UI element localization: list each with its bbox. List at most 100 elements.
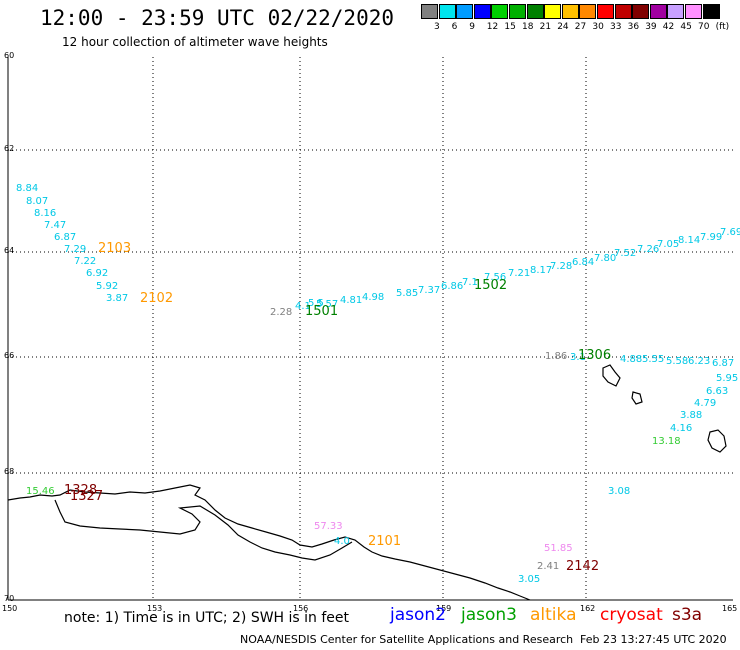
legend-label: 70 <box>698 22 710 32</box>
wave-height-label: 5.55 <box>642 354 664 365</box>
pass-time-label: 2102 <box>140 291 173 306</box>
wave-height-label: 13.18 <box>652 436 681 447</box>
wave-height-label: 5.5 <box>308 298 324 309</box>
legend-swatch <box>667 4 685 19</box>
latitude-label: 62 <box>4 144 15 153</box>
wave-height-label: 8.16 <box>34 208 56 219</box>
wave-height-label: 3.88 <box>680 410 702 421</box>
wave-height-label: 7.37 <box>418 285 440 296</box>
legend-label: 24 <box>557 22 569 32</box>
wave-height-label: 7.52 <box>614 248 636 259</box>
satellite-label-jason3: jason3 <box>461 605 517 625</box>
legend-label: 12 <box>486 22 499 32</box>
map-subtitle: 12 hour collection of altimeter wave hei… <box>62 35 328 49</box>
wave-height-label: 2.28 <box>270 307 292 318</box>
wave-height-label: 4.0 <box>334 536 350 547</box>
wave-height-label: 6.87 <box>54 232 76 243</box>
wave-height-label: 7.56 <box>484 272 506 283</box>
legend-label: 30 <box>592 22 604 32</box>
legend-swatch <box>632 4 650 19</box>
legend-label: (ft) <box>715 22 730 32</box>
longitude-label: 165 <box>722 604 738 613</box>
legend-label: 6 <box>451 22 458 32</box>
wave-height-label: 7.28 <box>550 261 572 272</box>
wave-height-label: 4.16 <box>670 423 692 434</box>
wave-height-label: 3.87 <box>106 293 128 304</box>
pass-time-label: 2101 <box>368 534 401 549</box>
legend-swatch <box>597 4 614 19</box>
wave-height-label: 5.58 <box>666 356 688 367</box>
legend-label: 18 <box>522 22 534 32</box>
map-frame <box>7 57 733 601</box>
wave-height-label: 4.98 <box>362 292 384 303</box>
wave-height-label: 6.86 <box>441 281 463 292</box>
wave-height-label: 7.80 <box>594 253 616 264</box>
wave-height-label: 6.23 <box>688 356 710 367</box>
wave-height-label: 7.26 <box>637 244 659 255</box>
wave-height-label: 2.41 <box>537 561 559 572</box>
wave-height-label: 6.63 <box>706 386 728 397</box>
wave-height-label: 57.33 <box>314 521 343 532</box>
pass-time-label: 1328 <box>64 483 97 498</box>
legend-swatch <box>526 4 544 19</box>
wave-height-label: 4.79 <box>694 398 716 409</box>
legend-label: 33 <box>610 22 622 32</box>
wave-height-label: 7.21 <box>508 268 530 279</box>
legend-label: 3 <box>434 22 440 32</box>
legend-label: 15 <box>504 22 516 32</box>
grid-lines <box>8 57 733 600</box>
wave-height-label: 6.84 <box>572 257 594 268</box>
wave-observations: 8.848.078.167.476.877.297.226.925.923.87… <box>16 183 740 585</box>
legend-swatch <box>702 4 720 19</box>
wave-height-label: 4.88 <box>620 354 642 365</box>
legend-label: 36 <box>627 22 640 32</box>
wave-height-label: 7.22 <box>74 256 96 267</box>
wave-height-label: 8.07 <box>26 196 48 207</box>
pass-time-label: 1502 <box>474 278 507 293</box>
pass-time-label: 2103 <box>98 241 131 256</box>
legend-swatch <box>491 4 509 19</box>
map-title: 12:00 - 23:59 UTC 02/22/2020 <box>40 6 395 30</box>
legend-label: 39 <box>645 22 657 32</box>
legend-swatch <box>473 4 491 19</box>
satellite-label-jason2: jason2 <box>390 605 446 625</box>
wave-height-label: 8.17 <box>530 265 552 276</box>
legend-label: 21 <box>539 22 552 32</box>
wave-height-label: 8.84 <box>16 183 38 194</box>
wave-height-label: 4.1 <box>295 301 311 312</box>
longitude-label: 150 <box>2 604 18 613</box>
satellite-label-altika: altika <box>530 605 577 625</box>
wave-height-label: 15.46 <box>26 486 55 497</box>
latitude-label: 68 <box>4 467 15 476</box>
wave-height-label: 3.08 <box>608 486 630 497</box>
pass-time-label: 2142 <box>566 559 599 574</box>
pass-time-label: 1306 <box>578 348 611 363</box>
wave-height-label: 51.85 <box>544 543 573 554</box>
legend-swatch <box>544 4 562 19</box>
latitude-label: 70 <box>4 594 15 603</box>
latitude-label: 66 <box>4 351 15 360</box>
legend-swatch <box>561 4 579 19</box>
longitude-label: 162 <box>580 604 596 613</box>
latitude-label: 64 <box>4 246 15 255</box>
pass-time-label: 1327 <box>70 489 103 504</box>
legend-swatch <box>421 4 438 19</box>
legend-swatch <box>649 4 667 19</box>
wave-height-label: 5.92 <box>96 281 118 292</box>
satellite-label-cryosat: cryosat <box>600 605 663 625</box>
legend-label: 27 <box>574 22 587 32</box>
pass-time-label: 1501 <box>305 304 338 319</box>
wave-height-label: 6.87 <box>712 358 734 369</box>
coastline <box>7 364 727 601</box>
legend-swatch <box>456 4 474 19</box>
longitude-label: 156 <box>293 604 309 613</box>
wave-height-label: 7.99 <box>700 232 722 243</box>
legend-swatch <box>438 4 456 19</box>
wave-height-label: 3.05 <box>518 574 540 585</box>
wave-height-label: 5.95 <box>716 373 738 384</box>
generation-timestamp: Feb 23 13:27:45 UTC 2020 <box>580 633 727 646</box>
legend-label: 42 <box>662 22 675 32</box>
wave-height-label: 7.05 <box>657 239 679 250</box>
legend-swatch <box>614 4 632 19</box>
